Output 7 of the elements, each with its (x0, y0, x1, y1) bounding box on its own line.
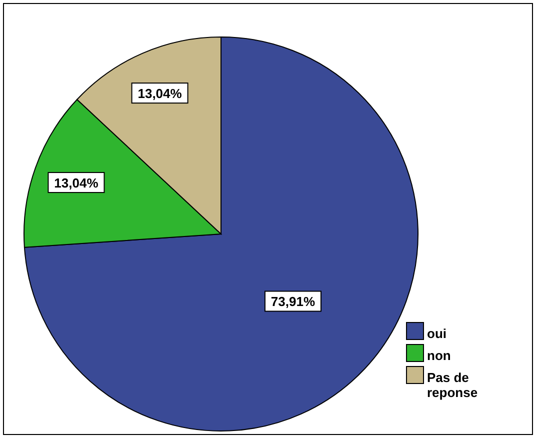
legend-label: Pas de reponse (427, 369, 479, 400)
pie-slice (24, 36, 418, 432)
data-label: 73,91% (270, 294, 316, 310)
legend-label: non (427, 347, 452, 363)
data-label: 13,04% (138, 86, 182, 102)
data-label: 13,04% (54, 176, 99, 191)
legend-label: oui (427, 325, 448, 341)
